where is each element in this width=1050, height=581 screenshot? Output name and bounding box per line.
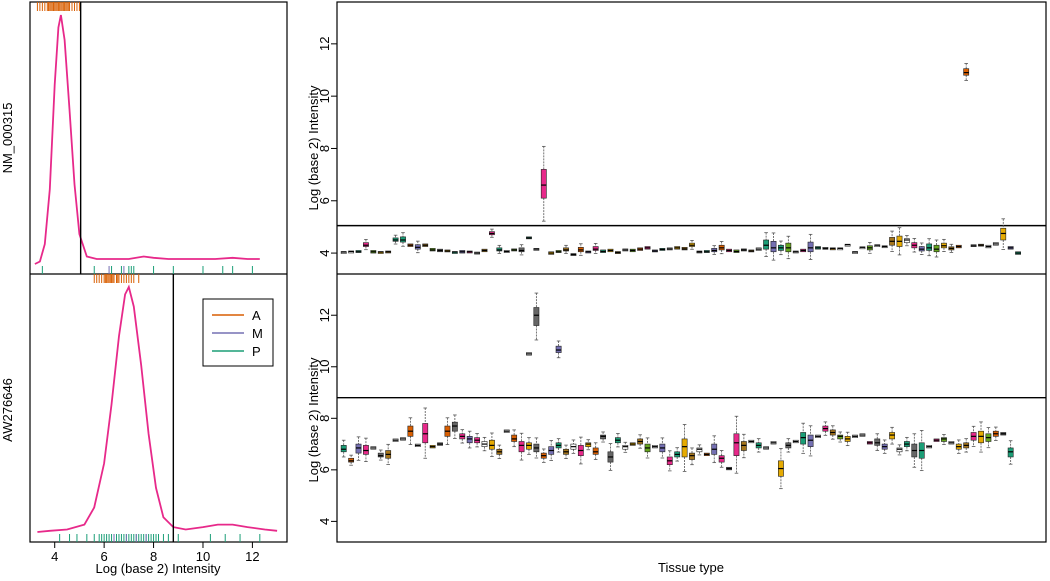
box [363, 445, 369, 455]
box [451, 421, 458, 432]
box [466, 436, 473, 444]
box [422, 423, 429, 444]
gene-label-aw276646: AW276646 [0, 378, 15, 442]
y-axis-tick-label: 4 [317, 518, 332, 525]
box [555, 345, 562, 353]
box [526, 442, 532, 450]
box [622, 445, 629, 450]
box [904, 238, 910, 243]
density-panel-frame [29, 1, 288, 543]
tissue-bottom-y-axis-label: Log (base 2) Intensity [306, 357, 321, 483]
box [585, 442, 592, 447]
gene-label-nm000315: NM_000315 [0, 103, 15, 174]
box [363, 242, 369, 247]
legend: A M P [202, 298, 274, 367]
box [1000, 227, 1007, 241]
y-axis-tick-label: 6 [317, 197, 332, 204]
axes: 4 6 8 10 12 4 6 8 10 12 4 6 8 10 12 [51, 37, 337, 564]
box [681, 438, 688, 458]
legend-label-m: M [252, 326, 263, 341]
y-axis-tick-label: 12 [317, 308, 332, 322]
box [837, 434, 844, 440]
boxplot-aw276646 [337, 292, 1046, 490]
tissue-x-axis-label: Tissue type [658, 560, 724, 575]
x-axis-tick-label: 12 [245, 549, 259, 564]
x-axis-tick-label: 6 [101, 549, 108, 564]
y-axis-tick-label: 8 [317, 145, 332, 152]
density-x-axis-label: Log (base 2) Intensity [95, 561, 221, 576]
y-axis-tick-label: 8 [317, 415, 332, 422]
box [963, 68, 970, 76]
density-plot-aw276646 [37, 274, 278, 542]
x-axis-tick-label: 8 [150, 549, 157, 564]
box [489, 439, 495, 450]
legend-label-a: A [252, 308, 261, 323]
box [348, 457, 355, 463]
box [518, 441, 525, 453]
box [800, 432, 807, 445]
box [511, 434, 518, 442]
y-axis-tick-label: 10 [317, 89, 332, 103]
legend-label-p: P [252, 344, 261, 359]
box [592, 447, 599, 455]
box [763, 239, 770, 250]
y-axis-tick-label: 4 [317, 249, 332, 256]
box [377, 452, 384, 458]
y-axis-tick-label: 12 [317, 37, 332, 51]
box [696, 447, 703, 453]
box [807, 434, 814, 447]
box [733, 433, 740, 456]
y-axis-tick-label: 10 [317, 360, 332, 374]
density-curve [37, 284, 278, 533]
tissue-panel-frame [336, 1, 1047, 543]
box [718, 455, 725, 463]
box [592, 246, 599, 251]
box [926, 243, 933, 251]
box [896, 447, 903, 453]
box [340, 445, 347, 453]
box [518, 247, 525, 253]
box [740, 441, 747, 451]
box [533, 307, 540, 326]
tissue-top-y-axis-label: Log (base 2) Intensity [306, 85, 321, 211]
box [770, 241, 777, 253]
box [807, 241, 814, 253]
box [689, 452, 695, 460]
box [600, 434, 606, 440]
density-curve [34, 14, 260, 265]
x-axis-tick-label: 10 [196, 549, 210, 564]
box [889, 432, 895, 440]
box [933, 244, 940, 253]
y-axis-tick-label: 6 [317, 466, 332, 473]
box [355, 443, 362, 454]
box [540, 169, 547, 199]
box [1007, 447, 1014, 458]
box [874, 438, 881, 446]
boxplot-nm000315 [337, 63, 1046, 261]
box [978, 430, 984, 444]
x-axis-tick-label: 4 [51, 549, 58, 564]
density-plot-nm000315 [34, 2, 260, 274]
box [941, 437, 947, 442]
